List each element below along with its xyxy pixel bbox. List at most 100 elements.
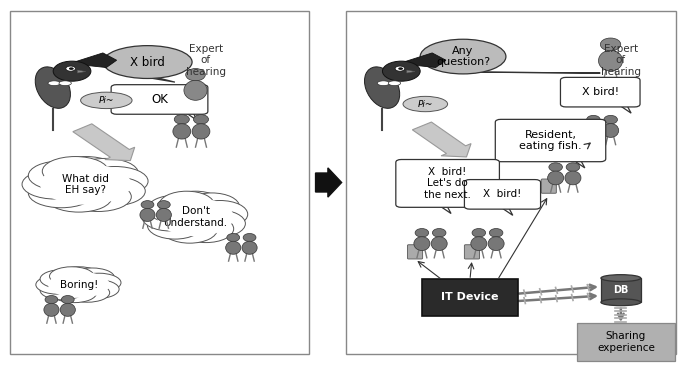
Ellipse shape xyxy=(415,228,429,237)
Ellipse shape xyxy=(549,163,563,172)
Ellipse shape xyxy=(168,191,223,219)
FancyBboxPatch shape xyxy=(421,279,519,316)
Ellipse shape xyxy=(36,275,80,294)
Polygon shape xyxy=(398,53,446,70)
Ellipse shape xyxy=(598,50,623,71)
FancyArrow shape xyxy=(316,168,342,197)
Ellipse shape xyxy=(81,92,132,109)
Ellipse shape xyxy=(54,61,91,81)
Ellipse shape xyxy=(159,191,215,219)
Ellipse shape xyxy=(56,267,102,286)
FancyBboxPatch shape xyxy=(577,323,675,361)
Ellipse shape xyxy=(80,176,145,206)
Ellipse shape xyxy=(601,299,641,306)
Ellipse shape xyxy=(565,171,581,185)
Ellipse shape xyxy=(585,124,602,137)
Ellipse shape xyxy=(48,81,60,85)
Ellipse shape xyxy=(157,201,170,209)
Ellipse shape xyxy=(46,183,112,212)
Polygon shape xyxy=(142,77,175,82)
Ellipse shape xyxy=(431,237,447,250)
Ellipse shape xyxy=(184,80,207,100)
Ellipse shape xyxy=(45,296,58,304)
Text: Don't
Understand.: Don't Understand. xyxy=(163,206,228,228)
FancyBboxPatch shape xyxy=(601,278,641,302)
Ellipse shape xyxy=(414,237,430,250)
Ellipse shape xyxy=(147,195,202,223)
Ellipse shape xyxy=(566,163,580,172)
Polygon shape xyxy=(62,73,82,77)
Ellipse shape xyxy=(49,267,94,286)
Ellipse shape xyxy=(227,234,239,242)
Ellipse shape xyxy=(174,115,189,124)
FancyBboxPatch shape xyxy=(464,245,480,259)
Ellipse shape xyxy=(61,296,74,304)
Ellipse shape xyxy=(420,39,506,74)
Ellipse shape xyxy=(547,171,564,185)
Polygon shape xyxy=(616,103,631,113)
FancyBboxPatch shape xyxy=(495,119,606,162)
FancyBboxPatch shape xyxy=(346,11,676,354)
Ellipse shape xyxy=(190,210,246,237)
Polygon shape xyxy=(78,70,86,73)
Text: IT Device: IT Device xyxy=(441,292,499,303)
Text: Pi~: Pi~ xyxy=(418,100,433,108)
Ellipse shape xyxy=(35,67,71,108)
Ellipse shape xyxy=(40,164,132,205)
Ellipse shape xyxy=(28,161,94,190)
Polygon shape xyxy=(182,110,198,120)
Text: Boring!: Boring! xyxy=(60,280,98,290)
Ellipse shape xyxy=(185,193,239,220)
Ellipse shape xyxy=(147,212,202,239)
FancyArrow shape xyxy=(412,122,471,157)
Ellipse shape xyxy=(388,81,401,85)
Ellipse shape xyxy=(65,283,110,302)
Text: Pi~: Pi~ xyxy=(99,96,114,105)
Ellipse shape xyxy=(192,124,210,139)
Ellipse shape xyxy=(398,68,403,70)
Ellipse shape xyxy=(471,237,487,250)
FancyBboxPatch shape xyxy=(464,180,541,209)
Ellipse shape xyxy=(488,237,504,250)
Text: What did
EH say?: What did EH say? xyxy=(62,173,109,195)
Polygon shape xyxy=(498,205,513,215)
Ellipse shape xyxy=(432,228,446,237)
Ellipse shape xyxy=(242,241,257,254)
Ellipse shape xyxy=(162,216,217,243)
Ellipse shape xyxy=(40,281,84,300)
Ellipse shape xyxy=(156,208,172,222)
FancyBboxPatch shape xyxy=(396,160,499,207)
Ellipse shape xyxy=(52,284,97,303)
Ellipse shape xyxy=(43,157,108,186)
Ellipse shape xyxy=(403,96,447,112)
Text: X bird!: X bird! xyxy=(582,87,619,97)
Ellipse shape xyxy=(604,115,617,124)
Ellipse shape xyxy=(70,268,115,287)
Ellipse shape xyxy=(587,115,600,124)
Text: Resident,
eating fish.: Resident, eating fish. xyxy=(519,130,582,151)
Ellipse shape xyxy=(82,166,148,196)
Ellipse shape xyxy=(75,280,119,299)
Ellipse shape xyxy=(65,182,131,211)
Polygon shape xyxy=(391,73,412,77)
Polygon shape xyxy=(69,53,117,70)
Ellipse shape xyxy=(69,68,74,70)
Ellipse shape xyxy=(173,124,191,139)
Ellipse shape xyxy=(193,200,248,228)
Ellipse shape xyxy=(103,46,192,78)
Ellipse shape xyxy=(186,69,205,81)
FancyBboxPatch shape xyxy=(579,131,594,146)
Text: X bird: X bird xyxy=(130,55,165,69)
Ellipse shape xyxy=(395,66,405,71)
FancyBboxPatch shape xyxy=(111,85,208,114)
Ellipse shape xyxy=(66,66,75,71)
Text: Any
question?: Any question? xyxy=(436,46,490,68)
FancyBboxPatch shape xyxy=(541,179,556,193)
Ellipse shape xyxy=(140,208,155,222)
FancyBboxPatch shape xyxy=(10,11,309,354)
Ellipse shape xyxy=(40,270,84,289)
Ellipse shape xyxy=(76,273,121,292)
Text: X  bird!: X bird! xyxy=(484,189,521,199)
Polygon shape xyxy=(458,72,600,73)
Ellipse shape xyxy=(472,228,486,237)
